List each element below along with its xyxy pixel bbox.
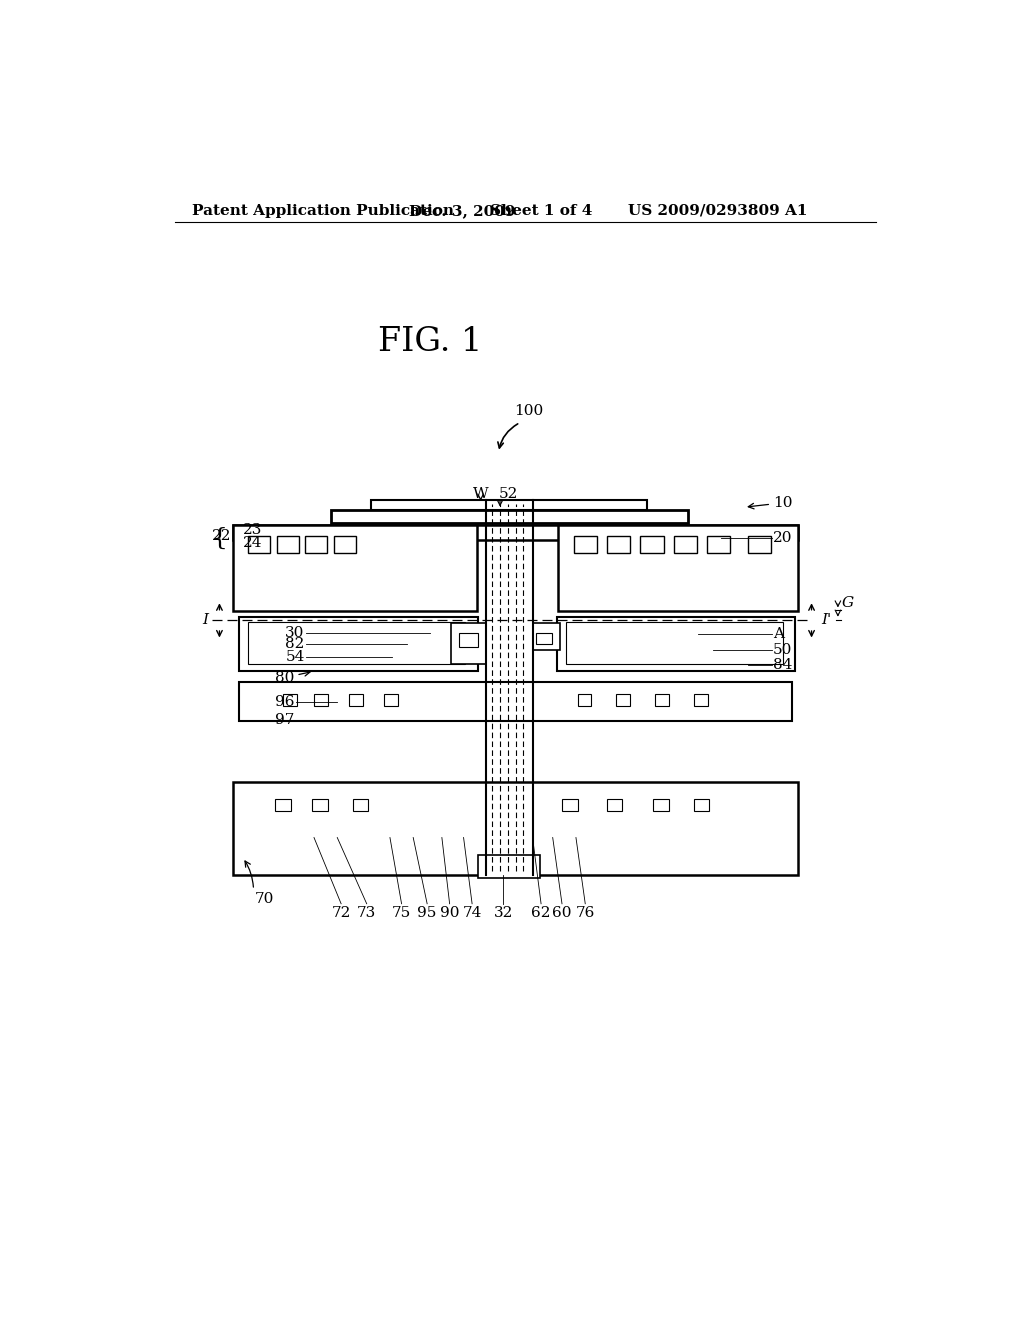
Bar	[248, 536, 270, 553]
Text: G: G	[842, 597, 854, 610]
Bar	[283, 693, 297, 706]
Text: Dec. 3, 2009: Dec. 3, 2009	[410, 203, 516, 218]
Bar	[557, 618, 795, 671]
Bar	[537, 632, 552, 644]
Text: Sheet 1 of 4: Sheet 1 of 4	[489, 203, 592, 218]
Bar	[573, 536, 597, 553]
Text: 62: 62	[531, 906, 551, 920]
Text: 24: 24	[243, 536, 262, 550]
Text: 74: 74	[463, 906, 481, 920]
Bar	[239, 618, 477, 671]
Text: 52: 52	[499, 487, 518, 502]
Text: A: A	[773, 627, 783, 642]
Bar	[452, 623, 486, 664]
Bar	[331, 511, 687, 523]
Bar	[478, 855, 541, 878]
Text: 84: 84	[773, 659, 793, 672]
Text: 20: 20	[773, 531, 793, 545]
Text: 32: 32	[494, 906, 513, 920]
Bar	[558, 525, 799, 611]
Bar	[693, 693, 708, 706]
Text: US 2009/0293809 A1: US 2009/0293809 A1	[628, 203, 807, 218]
Text: 60: 60	[552, 906, 571, 920]
Text: I: I	[202, 614, 208, 627]
Text: I': I'	[821, 614, 831, 627]
Bar	[640, 536, 664, 553]
Bar	[372, 500, 647, 511]
Text: 72: 72	[332, 906, 351, 920]
Bar	[349, 693, 362, 706]
Bar	[748, 536, 771, 553]
Bar	[305, 536, 328, 553]
Bar	[232, 525, 799, 540]
Bar	[314, 693, 328, 706]
Text: {: {	[212, 527, 228, 549]
Bar	[232, 781, 799, 875]
Text: 82: 82	[286, 638, 305, 651]
Bar	[232, 525, 477, 611]
Text: W: W	[473, 487, 488, 502]
Bar	[248, 622, 465, 664]
Bar	[239, 682, 793, 721]
Text: 95: 95	[418, 906, 437, 920]
Bar	[312, 799, 328, 812]
Bar	[578, 693, 592, 706]
Text: 75: 75	[392, 906, 412, 920]
Text: FIG. 1: FIG. 1	[378, 326, 482, 358]
Text: 97: 97	[275, 714, 295, 727]
Bar	[674, 536, 697, 553]
Bar	[693, 799, 710, 812]
Bar	[459, 632, 478, 647]
Text: Patent Application Publication: Patent Application Publication	[191, 203, 454, 218]
Text: 90: 90	[440, 906, 460, 920]
Text: 10: 10	[773, 496, 793, 511]
Bar	[352, 799, 369, 812]
Bar	[334, 536, 356, 553]
Bar	[275, 799, 291, 812]
Text: 73: 73	[357, 906, 377, 920]
Bar	[616, 693, 630, 706]
Bar	[532, 623, 560, 651]
Bar	[566, 622, 783, 664]
Text: 23: 23	[243, 523, 262, 536]
Bar	[607, 536, 630, 553]
Bar	[707, 536, 730, 553]
Bar	[562, 799, 578, 812]
Bar	[384, 693, 397, 706]
Text: 30: 30	[286, 626, 305, 640]
Bar	[655, 693, 669, 706]
Text: 96: 96	[275, 696, 295, 709]
Text: 54: 54	[286, 649, 305, 664]
Bar	[653, 799, 669, 812]
Text: 70: 70	[254, 892, 273, 906]
Text: 22: 22	[212, 529, 231, 543]
Bar	[276, 536, 299, 553]
Text: 50: 50	[773, 643, 793, 656]
Text: 80: 80	[275, 671, 295, 685]
Text: 76: 76	[575, 906, 595, 920]
Bar	[607, 799, 623, 812]
Text: 100: 100	[514, 404, 544, 418]
